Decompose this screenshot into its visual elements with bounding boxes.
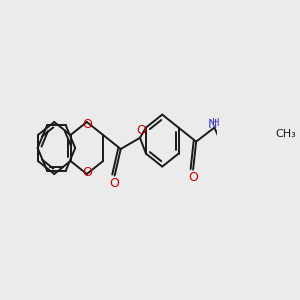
- Text: H: H: [212, 118, 220, 128]
- Text: CH₃: CH₃: [275, 129, 296, 139]
- Text: O: O: [82, 166, 92, 178]
- Text: N: N: [208, 118, 217, 131]
- Text: O: O: [136, 124, 146, 137]
- Text: O: O: [188, 171, 198, 184]
- Text: O: O: [82, 118, 92, 130]
- Text: O: O: [110, 177, 120, 190]
